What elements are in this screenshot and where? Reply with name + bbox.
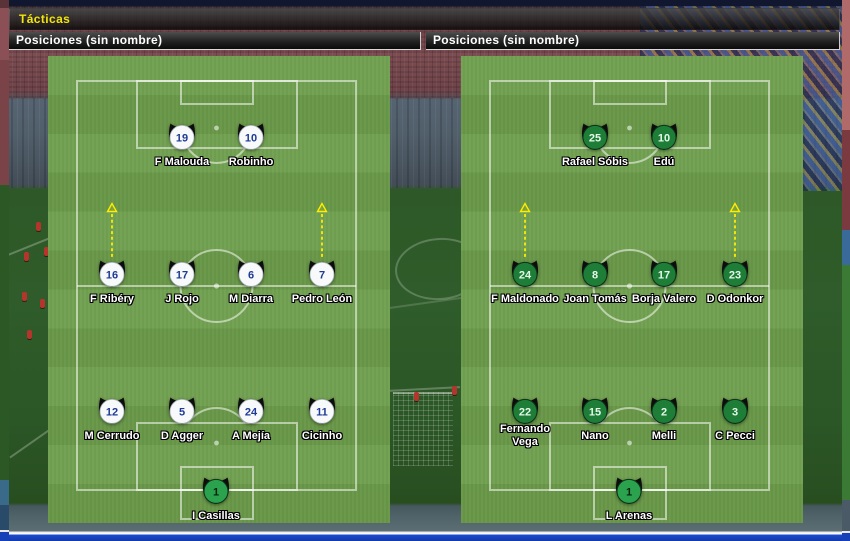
player-position-icon[interactable]: 24 — [509, 257, 541, 289]
player-position-icon[interactable]: 17 — [648, 257, 680, 289]
photo-player — [44, 247, 49, 256]
player-name-label: C Pecci — [715, 430, 755, 442]
player-name-label: Melli — [651, 430, 677, 442]
player-position-icon[interactable]: 5 — [166, 394, 198, 426]
player-name-label: Edú — [653, 156, 675, 168]
svg-text:24: 24 — [519, 269, 532, 281]
player-position-icon[interactable]: 16 — [96, 257, 128, 289]
player-position-icon[interactable]: 6 — [235, 257, 267, 289]
screen-title: Tácticas — [19, 12, 71, 26]
player-position-icon[interactable]: 10 — [648, 120, 680, 152]
svg-text:10: 10 — [658, 132, 670, 144]
player-position-icon[interactable]: 15 — [579, 394, 611, 426]
svg-text:5: 5 — [179, 406, 185, 418]
player-position-icon[interactable]: 24 — [235, 394, 267, 426]
player-position-icon[interactable]: 22 — [509, 394, 541, 426]
forward-run-arrow-icon — [519, 202, 531, 259]
svg-text:12: 12 — [106, 406, 118, 418]
player-name-label: Pedro León — [291, 293, 353, 305]
player-name-label: F Malouda — [154, 156, 210, 168]
player-position-icon[interactable]: 10 — [235, 120, 267, 152]
photo-player — [40, 299, 45, 308]
pitch-markings — [76, 80, 357, 520]
photo-goal-net — [393, 392, 453, 466]
svg-text:25: 25 — [589, 132, 601, 144]
svg-text:17: 17 — [176, 269, 188, 281]
player-position-icon[interactable]: 3 — [719, 394, 751, 426]
svg-text:1: 1 — [626, 486, 632, 498]
pitch-markings — [489, 80, 770, 520]
player-name-label: I Casillas — [192, 510, 240, 522]
title-bar: Tácticas — [9, 8, 840, 30]
player-position-icon[interactable]: 2 — [648, 394, 680, 426]
svg-text:16: 16 — [106, 269, 118, 281]
forward-run-arrow-icon — [316, 202, 328, 259]
player-name-label: D Agger — [160, 430, 204, 442]
photo-player — [452, 386, 457, 395]
pitch-home[interactable]: 19 F Malouda 10 Robinho 16 F Ribéry 17 J… — [48, 56, 390, 523]
player-name-label: Joan Tomás — [563, 293, 627, 305]
svg-text:19: 19 — [176, 132, 188, 144]
player-position-icon[interactable]: 19 — [166, 120, 198, 152]
player-name-label: F Ribéry — [89, 293, 134, 305]
player-name-label: Rafael Sóbis — [561, 156, 629, 168]
svg-text:11: 11 — [316, 406, 328, 418]
player-position-icon[interactable]: 8 — [579, 257, 611, 289]
player-name-label: A Mejía — [231, 430, 271, 442]
forward-run-arrow-icon — [729, 202, 741, 259]
player-name-label: Robinho — [228, 156, 274, 168]
formation-header-left: Posiciones (sin nombre) — [9, 32, 421, 50]
svg-text:7: 7 — [319, 269, 325, 281]
player-name-label: Fernando Vega — [499, 423, 551, 448]
formation-header-right-label: Posiciones (sin nombre) — [433, 33, 580, 47]
photo-player — [22, 292, 27, 301]
player-position-icon[interactable]: 1 — [200, 474, 232, 506]
svg-text:8: 8 — [592, 269, 598, 281]
svg-text:24: 24 — [245, 406, 258, 418]
pitch-away[interactable]: 25 Rafael Sóbis 10 Edú 24 F Maldonado 8 … — [461, 56, 803, 523]
photo-player — [36, 222, 41, 231]
photo-player — [24, 252, 29, 261]
player-position-icon[interactable]: 7 — [306, 257, 338, 289]
player-name-label: Borja Valero — [631, 293, 697, 305]
svg-text:22: 22 — [519, 406, 531, 418]
photo-edge-right — [842, 0, 850, 541]
player-position-icon[interactable]: 23 — [719, 257, 751, 289]
svg-text:10: 10 — [245, 132, 257, 144]
player-position-icon[interactable]: 11 — [306, 394, 338, 426]
photo-player — [414, 392, 419, 401]
player-name-label: D Odonkor — [706, 293, 764, 305]
player-name-label: Nano — [581, 430, 609, 442]
svg-text:1: 1 — [213, 486, 219, 498]
player-name-label: J Rojo — [165, 293, 199, 305]
player-position-icon[interactable]: 1 — [613, 474, 645, 506]
svg-text:2: 2 — [661, 406, 667, 418]
player-position-icon[interactable]: 17 — [166, 257, 198, 289]
formation-header-right: Posiciones (sin nombre) — [426, 32, 840, 50]
player-position-icon[interactable]: 25 — [579, 120, 611, 152]
photo-player — [27, 330, 32, 339]
svg-text:17: 17 — [658, 269, 670, 281]
player-position-icon[interactable]: 12 — [96, 394, 128, 426]
photo-edge-left — [0, 0, 9, 541]
svg-text:3: 3 — [732, 406, 738, 418]
player-name-label: Cicinho — [301, 430, 343, 442]
player-name-label: M Cerrudo — [84, 430, 140, 442]
svg-text:15: 15 — [589, 406, 601, 418]
svg-text:23: 23 — [729, 269, 741, 281]
player-name-label: M Diarra — [228, 293, 274, 305]
formation-header-left-label: Posiciones (sin nombre) — [16, 33, 163, 47]
player-name-label: F Maldonado — [491, 293, 559, 305]
player-name-label: L Arenas — [605, 510, 653, 522]
forward-run-arrow-icon — [106, 202, 118, 259]
svg-text:6: 6 — [248, 269, 254, 281]
